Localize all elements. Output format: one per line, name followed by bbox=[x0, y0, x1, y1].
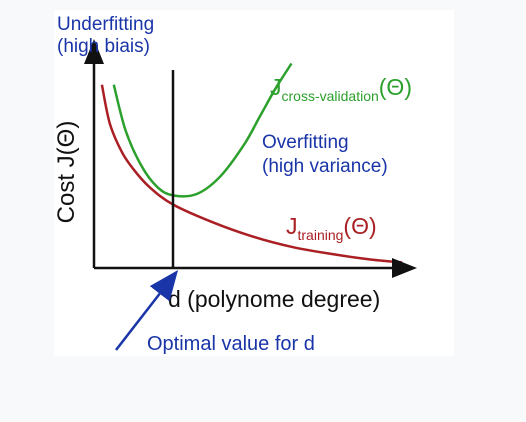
cv-series-label: Jcross-validation(Θ) bbox=[270, 74, 412, 104]
overfitting-line2: (high variance) bbox=[262, 156, 388, 177]
overfitting-line1: Overfitting bbox=[262, 132, 349, 153]
underfitting-label: Underfitting (high biais) bbox=[57, 14, 159, 57]
training-label-main: J bbox=[286, 213, 298, 239]
plot-lines bbox=[100, 62, 403, 264]
underfitting-line1: Underfitting bbox=[57, 14, 154, 35]
optimal-value-arrow bbox=[115, 270, 179, 351]
training-label-sub: training bbox=[298, 227, 344, 243]
y-axis-label: Cost J(Θ) bbox=[53, 121, 80, 224]
training-series-label: Jtraining(Θ) bbox=[286, 213, 377, 243]
cv-label-sub: cross-validation bbox=[282, 88, 379, 104]
optimal-value-label: Optimal value for d bbox=[147, 333, 315, 355]
cv-label-main: J bbox=[270, 74, 282, 100]
training-label-suffix: (Θ) bbox=[343, 213, 376, 239]
underfitting-line2: (high biais) bbox=[57, 36, 150, 57]
overfitting-label: Overfitting (high variance) bbox=[262, 132, 388, 177]
cv-label-suffix: (Θ) bbox=[379, 74, 412, 100]
figure-background bbox=[54, 10, 454, 356]
training-cost-curve bbox=[100, 84, 403, 264]
cross-validation-cost-curve bbox=[112, 62, 293, 198]
x-axis-label: d (polynome degree) bbox=[168, 286, 380, 312]
